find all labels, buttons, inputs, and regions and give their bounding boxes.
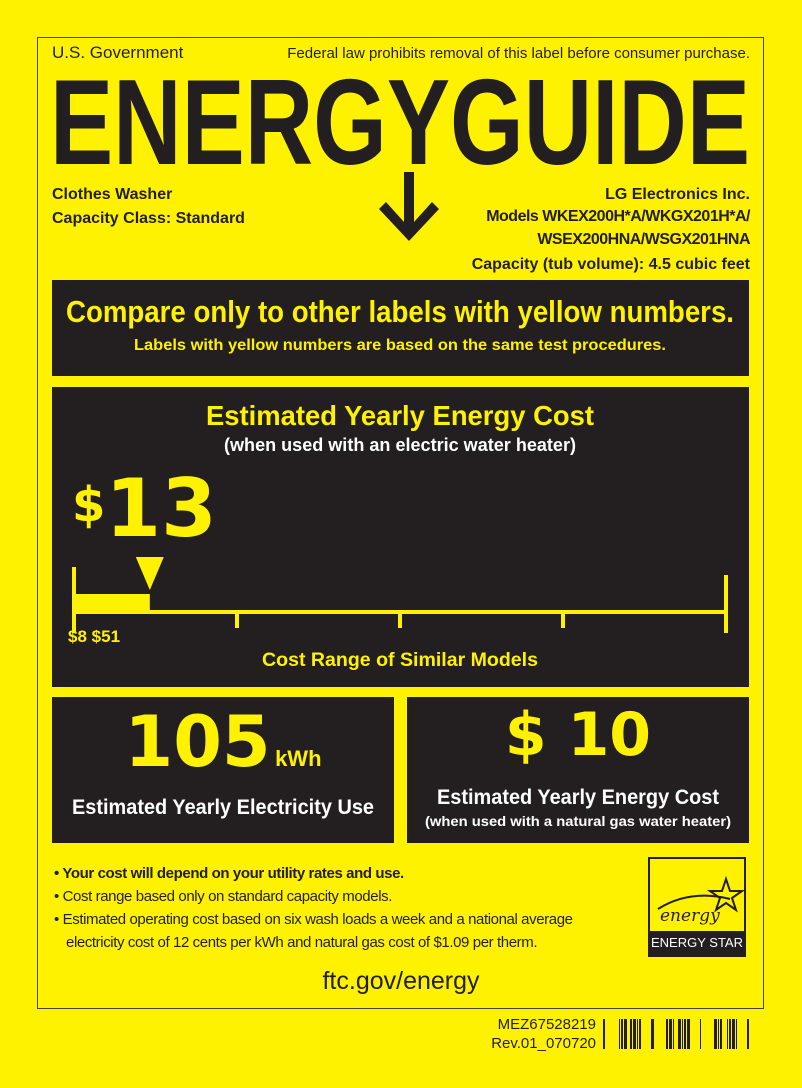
compare-title: Compare only to other labels with yellow… xyxy=(66,294,734,329)
gas-value: $ 10 xyxy=(407,705,749,765)
part-number: MEZ67528219 xyxy=(497,1016,596,1033)
barcode-bar xyxy=(619,1019,620,1049)
electricity-value: 105 kWh xyxy=(52,707,394,777)
gas-number: 10 xyxy=(567,700,652,770)
barcode-bar xyxy=(630,1019,632,1049)
note: • Your cost will depend on your utility … xyxy=(54,865,404,882)
models-line-2: WSEX200HNA/WSGX201HNA xyxy=(537,231,750,248)
scale-tick xyxy=(235,612,239,628)
cost-range-label: Cost Range of Similar Models xyxy=(262,650,538,671)
capacity-label: Capacity (tub volume): xyxy=(471,256,645,273)
electricity-label: Estimated Yearly Electricity Use xyxy=(72,796,374,819)
barcode-bar xyxy=(639,1019,641,1049)
manufacturer: LG Electronics Inc. xyxy=(605,186,750,203)
compare-box: Compare only to other labels with yellow… xyxy=(52,280,749,376)
notes: • Your cost will depend on your utility … xyxy=(54,862,644,954)
barcode-bar xyxy=(651,1019,654,1049)
barcode-bar xyxy=(633,1019,636,1049)
barcode-bar xyxy=(714,1019,717,1049)
barcode-bar xyxy=(621,1019,623,1049)
range-high: $51 xyxy=(91,627,121,646)
note: • Estimated operating cost based on six … xyxy=(54,911,573,928)
capacity-class: Capacity Class: Standard xyxy=(52,210,245,227)
barcode-bar xyxy=(718,1019,719,1049)
gas-currency: $ xyxy=(504,700,547,770)
capacity: Capacity (tub volume): 4.5 cubic feet xyxy=(472,256,750,274)
barcode-bar xyxy=(732,1019,735,1049)
barcode-bar xyxy=(624,1019,627,1049)
scale-tick xyxy=(561,612,565,628)
cost-range-scale: Estimated Yearly Energy Cost (when used … xyxy=(72,400,728,671)
barcode-bar xyxy=(687,1019,690,1049)
barcode-bar xyxy=(684,1019,686,1049)
part-info: MEZ67528219 Rev.01_070720 xyxy=(491,1015,596,1053)
models-line-1: Models WKEX200H*A/WKGX201H*A/ xyxy=(486,208,750,225)
barcode-bar xyxy=(603,1019,605,1049)
energy-star-icon: energy xyxy=(657,875,746,926)
barcode-bar xyxy=(666,1019,668,1049)
barcode-bar xyxy=(678,1019,681,1049)
barcode-bar xyxy=(720,1019,722,1049)
kwh-unit: kWh xyxy=(275,746,322,771)
ftc-url[interactable]: ftc.gov/energy xyxy=(322,967,480,995)
cost-subtitle: (when used with an electric water heater… xyxy=(224,435,576,455)
energy-star-logo: energy ENERGY STAR xyxy=(648,857,746,957)
range-low: $8 xyxy=(68,627,87,646)
gas-label: Estimated Yearly Energy Cost xyxy=(437,786,719,809)
cost-currency: $ xyxy=(72,477,106,533)
removal-notice: Federal law prohibits removal of this la… xyxy=(287,45,750,62)
barcode-bar xyxy=(669,1019,672,1049)
label-frame xyxy=(37,37,764,1009)
us-government: U.S. Government xyxy=(52,43,184,62)
compare-subtitle: Labels with yellow numbers are based on … xyxy=(134,337,666,354)
energy-script: energy xyxy=(660,906,720,926)
barcode-bar xyxy=(729,1019,731,1049)
electricity-box: 105 kWh Estimated Yearly Electricity Use xyxy=(52,697,394,843)
kwh-number: 105 xyxy=(124,701,271,783)
cost-range-ends: $8 $51 xyxy=(68,627,120,647)
cost-title: Estimated Yearly Energy Cost xyxy=(206,400,594,431)
scale-right-end xyxy=(724,575,728,633)
cost-box: Estimated Yearly Energy Cost (when used … xyxy=(52,387,749,687)
cost-value: $13 xyxy=(72,469,217,549)
barcode xyxy=(603,1019,749,1049)
barcode-bar xyxy=(637,1019,638,1049)
revision: Rev.01_070720 xyxy=(491,1035,596,1052)
down-arrow-icon xyxy=(379,172,439,241)
energyguide-logo-text: ENERGYGUIDE xyxy=(50,72,750,170)
cost-number: 13 xyxy=(105,462,217,555)
gas-labels: Estimated Yearly Energy Cost (when used … xyxy=(425,786,731,829)
electricity-label-wrap: Estimated Yearly Electricity Use xyxy=(72,796,374,819)
compare-text: Compare only to other labels with yellow… xyxy=(66,294,734,354)
gas-box: $ 10 Estimated Yearly Energy Cost (when … xyxy=(407,697,749,843)
energy-star-label: ENERGY STAR xyxy=(650,931,744,955)
energyguide-logo: ENERGYGUIDE xyxy=(50,72,750,170)
barcode-bar xyxy=(673,1019,674,1049)
scale-fill xyxy=(74,594,150,612)
capacity-value: 4.5 cubic feet xyxy=(648,256,750,273)
barcode-bar xyxy=(736,1019,737,1049)
note: • Cost range based only on standard capa… xyxy=(54,888,392,905)
barcode-bar xyxy=(682,1019,683,1049)
note: electricity cost of 12 cents per kWh and… xyxy=(66,934,538,951)
barcode-bar xyxy=(727,1019,728,1049)
marker-triangle xyxy=(135,557,164,590)
barcode-bar xyxy=(747,1019,749,1049)
product-type: Clothes Washer xyxy=(52,186,173,203)
scale-tick xyxy=(398,612,402,628)
barcode-bar xyxy=(700,1019,701,1049)
gas-sublabel: (when used with a natural gas water heat… xyxy=(425,813,731,829)
